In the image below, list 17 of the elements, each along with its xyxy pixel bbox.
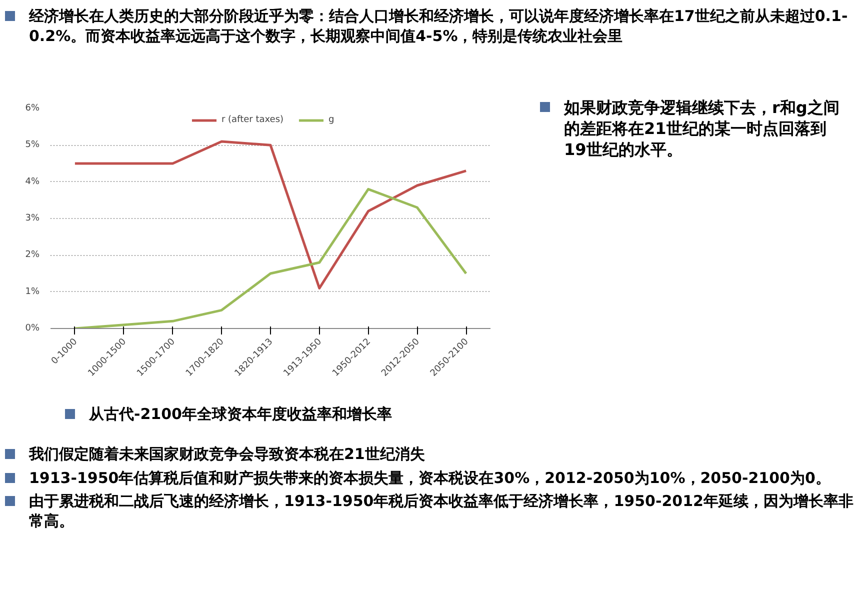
y-tick-label: 5% — [25, 140, 40, 150]
y-tick-label: 3% — [25, 214, 40, 224]
text: 我们假定随着未来国家财政竞争会导致资本税在21世纪消失 — [29, 445, 425, 464]
text: 如果财政竞争逻辑继续下去，r和g之间的差距将在21世纪的某一时点回落到19世纪的水平。 — [564, 98, 840, 160]
legend-label: r (after taxes) — [221, 115, 284, 125]
y-tick-label: 6% — [25, 104, 40, 114]
y-tick-label: 4% — [25, 176, 40, 187]
line-series — [74, 140, 468, 290]
text: 经济增长在人类历史的大部分阶段近乎为零：结合人口增长和经济增长，可以说年度经济增长率在17世纪之前从未超过0.1-0.2%。而资本收益率远远高于这个数字，长期观察中间值4-5%，特别是传统农业社会里 — [29, 7, 849, 46]
y-tick-label: 2% — [25, 250, 40, 260]
line-series — [74, 188, 468, 328]
legend-label: g — [328, 115, 336, 125]
text: 从古代-2100年全球资本年度收益率和增长率 — [89, 405, 392, 424]
y-tick-label: 1% — [25, 286, 40, 297]
text: 1913-1950年估算税后值和财产损失带来的资本损失量，资本税设在30%，2012-2050为10%，2050-2100为0。 — [29, 468, 830, 488]
y-tick-label: 0% — [25, 324, 40, 334]
text: 由于累进税和二战后飞速的经济增长，1913-1950年税后资本收益率低于经济增长率，1950-2012年延续，因为增长率非常高。 — [29, 492, 854, 531]
